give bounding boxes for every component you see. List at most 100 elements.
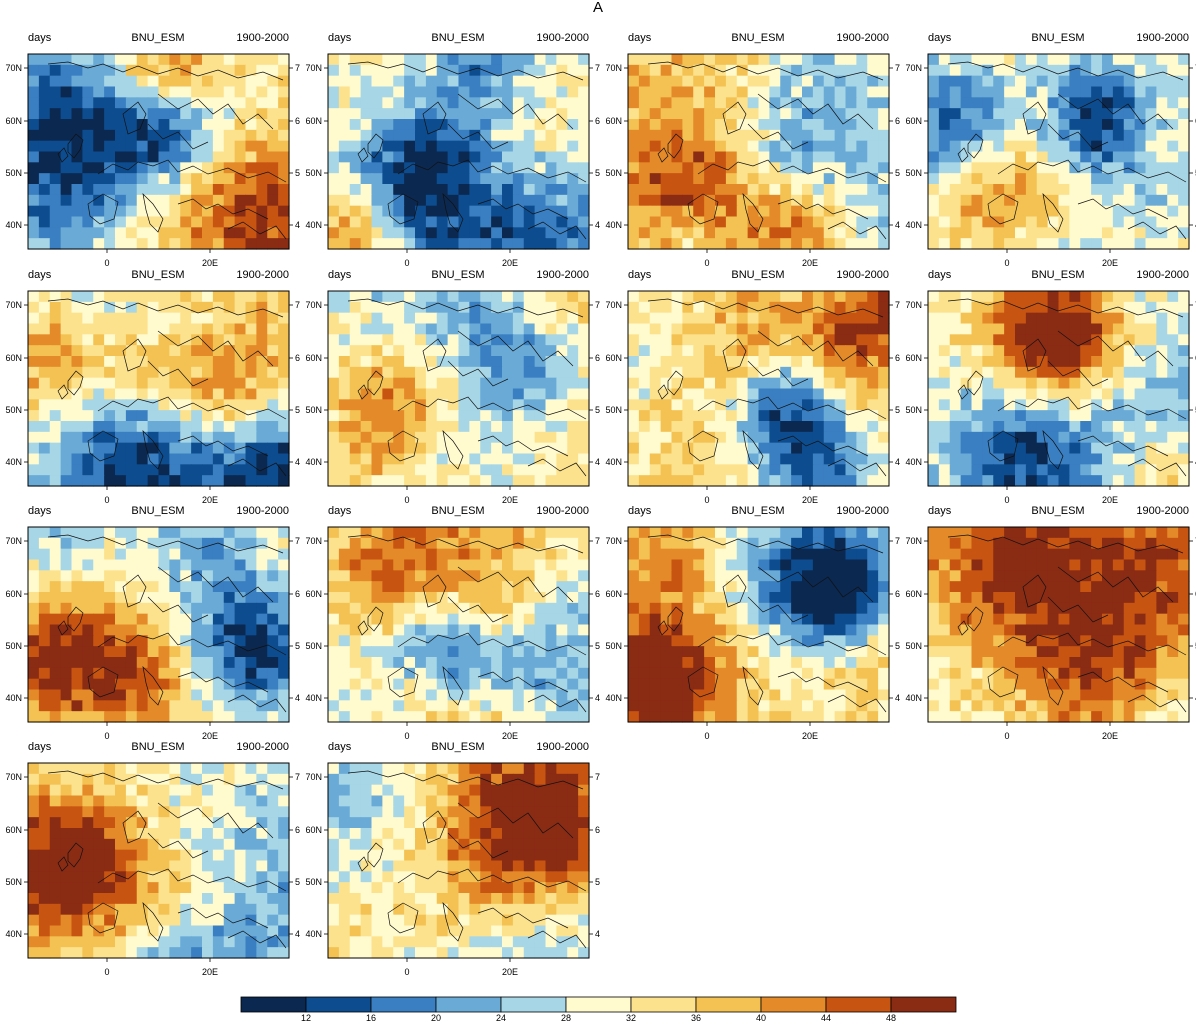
- field-cell: [856, 549, 867, 560]
- field-cell: [535, 625, 546, 636]
- field-cell: [1102, 152, 1113, 163]
- field-cell: [1026, 313, 1037, 324]
- field-cell: [459, 614, 470, 625]
- field-cell: [361, 97, 372, 108]
- field-cell: [567, 475, 578, 486]
- field-cell: [82, 454, 93, 465]
- field-cell: [1156, 378, 1167, 389]
- field-cell: [213, 690, 224, 701]
- field-cell: [791, 464, 802, 475]
- field-cell: [61, 464, 72, 475]
- field-cell: [835, 421, 846, 432]
- field-cell: [148, 76, 159, 87]
- field-cell: [361, 356, 372, 367]
- field-cell: [715, 399, 726, 410]
- field-cell: [524, 227, 535, 238]
- field-cell: [846, 97, 857, 108]
- field-cell: [628, 108, 639, 119]
- field-cell: [726, 227, 737, 238]
- field-cell: [748, 324, 759, 335]
- field-cell: [502, 152, 513, 163]
- field-cell: [704, 173, 715, 184]
- field-cell: [546, 549, 557, 560]
- map-panel: daysBNU_ESM1900-200040N40N50N50N60N60N70…: [900, 32, 1196, 269]
- field-cell: [693, 152, 704, 163]
- field-cell: [502, 389, 513, 400]
- field-cell: [878, 421, 889, 432]
- field-cell: [1167, 454, 1178, 465]
- field-cell: [480, 238, 491, 249]
- field-cell: [50, 97, 61, 108]
- field-cell: [878, 356, 889, 367]
- field-cell: [780, 173, 791, 184]
- map-panel: daysBNU_ESM1900-200040N40N50N50N60N60N70…: [300, 32, 600, 269]
- field-cell: [737, 410, 748, 421]
- field-cell: [726, 657, 737, 668]
- field-cell: [1048, 464, 1059, 475]
- field-cell: [191, 592, 202, 603]
- x-tick-label: 0: [704, 258, 709, 268]
- field-cell: [791, 108, 802, 119]
- field-cell: [180, 646, 191, 657]
- field-cell: [39, 549, 50, 560]
- field-cell: [246, 668, 257, 679]
- field-cell: [372, 690, 383, 701]
- field-cell: [256, 184, 267, 195]
- field-cell: [382, 410, 393, 421]
- field-cell: [1015, 334, 1026, 345]
- field-cell: [393, 227, 404, 238]
- field-cell: [72, 603, 83, 614]
- field-cell: [769, 581, 780, 592]
- field-cell: [126, 679, 137, 690]
- field-cell: [628, 389, 639, 400]
- field-cell: [126, 614, 137, 625]
- field-cell: [791, 625, 802, 636]
- field-cell: [961, 324, 972, 335]
- field-cell: [104, 646, 115, 657]
- field-cell: [513, 173, 524, 184]
- field-cell: [1037, 324, 1048, 335]
- field-cell: [82, 443, 93, 454]
- field-cell: [235, 668, 246, 679]
- field-cell: [813, 324, 824, 335]
- field-cell: [50, 378, 61, 389]
- field-cell: [1091, 313, 1102, 324]
- field-cell: [715, 421, 726, 432]
- field-cell: [469, 378, 480, 389]
- field-cell: [1167, 367, 1178, 378]
- field-cell: [459, 711, 470, 722]
- field-cell: [415, 614, 426, 625]
- x-tick-label: 20E: [502, 258, 518, 268]
- field-cell: [39, 238, 50, 249]
- field-cell: [72, 119, 83, 130]
- field-cell: [726, 475, 737, 486]
- y-tick-label: 50N: [5, 168, 22, 178]
- field-cell: [567, 668, 578, 679]
- field-cell: [148, 614, 159, 625]
- field-cell: [780, 238, 791, 249]
- field-cell: [961, 217, 972, 228]
- field-cell: [213, 97, 224, 108]
- field-cell: [867, 367, 878, 378]
- field-cell: [28, 206, 39, 217]
- field-cell: [578, 432, 589, 443]
- field-cell: [104, 130, 115, 141]
- field-cell: [961, 454, 972, 465]
- field-cell: [72, 399, 83, 410]
- field-cell: [856, 527, 867, 538]
- field-cell: [513, 592, 524, 603]
- field-cell: [224, 570, 235, 581]
- field-cell: [50, 238, 61, 249]
- field-cell: [1124, 227, 1135, 238]
- field-cell: [567, 635, 578, 646]
- field-cell: [169, 679, 180, 690]
- field-cell: [169, 625, 180, 636]
- field-cell: [115, 603, 126, 614]
- field-cell: [502, 334, 513, 345]
- field-cell: [567, 690, 578, 701]
- field-cell: [246, 454, 257, 465]
- field-cell: [28, 410, 39, 421]
- field-cell: [1124, 76, 1135, 87]
- field-cell: [578, 291, 589, 302]
- field-cell: [639, 421, 650, 432]
